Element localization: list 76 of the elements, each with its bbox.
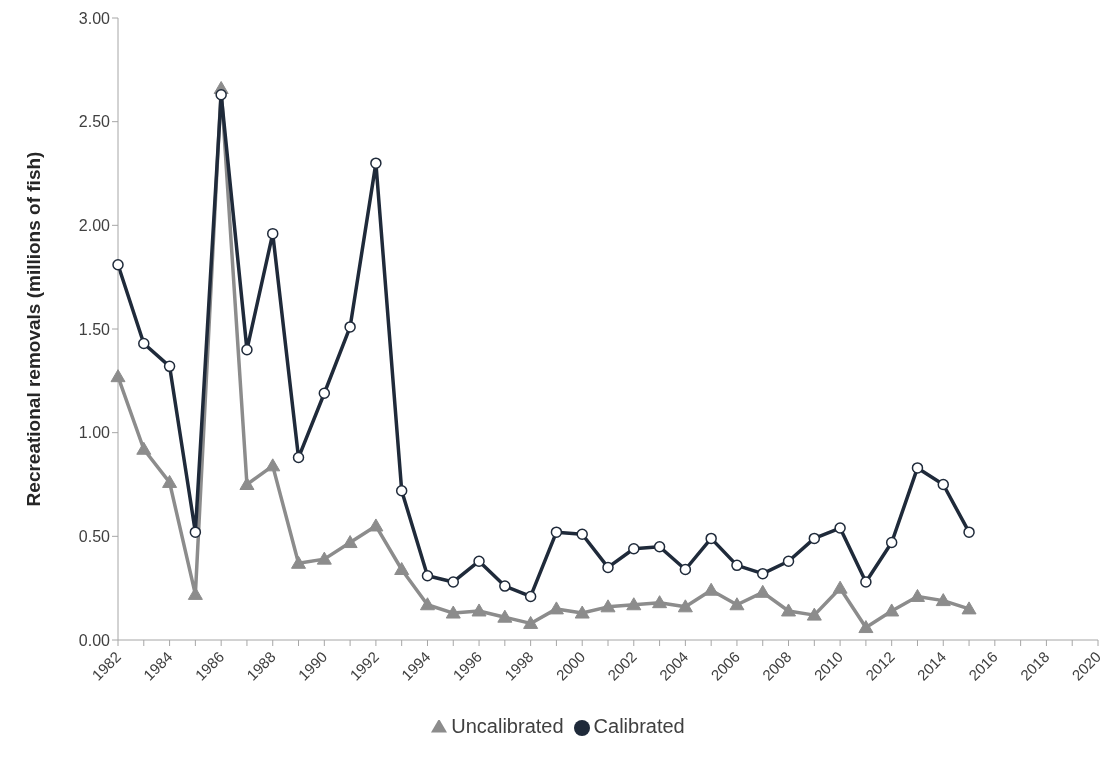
point bbox=[266, 227, 279, 240]
point bbox=[755, 584, 771, 598]
point bbox=[703, 582, 719, 596]
point bbox=[110, 369, 126, 383]
point bbox=[937, 478, 950, 491]
legend-label: Uncalibrated bbox=[451, 715, 564, 737]
point bbox=[705, 532, 717, 545]
point bbox=[860, 576, 872, 588]
point bbox=[163, 360, 176, 373]
point bbox=[112, 258, 124, 271]
y-tick-label: 1.50 bbox=[78, 320, 111, 338]
point bbox=[731, 559, 743, 572]
point bbox=[574, 605, 590, 619]
point bbox=[368, 518, 384, 532]
point bbox=[909, 588, 925, 602]
y-tick-label: 2.00 bbox=[78, 217, 111, 235]
point bbox=[291, 555, 307, 569]
point bbox=[292, 451, 305, 464]
point bbox=[963, 526, 975, 538]
point bbox=[265, 458, 281, 472]
point bbox=[239, 477, 255, 490]
point bbox=[548, 601, 564, 615]
y-tick-label: 2.50 bbox=[78, 113, 111, 131]
point bbox=[806, 607, 822, 621]
point bbox=[576, 528, 588, 541]
point bbox=[241, 343, 253, 356]
point bbox=[524, 590, 537, 603]
y-tick-label: 1.00 bbox=[78, 424, 111, 442]
point bbox=[395, 484, 408, 497]
point bbox=[961, 601, 977, 615]
y-tick-label: 3.00 bbox=[78, 9, 111, 27]
point bbox=[729, 597, 745, 611]
point bbox=[756, 567, 769, 580]
point bbox=[911, 462, 924, 474]
point bbox=[626, 597, 642, 611]
point bbox=[550, 526, 563, 538]
point bbox=[445, 605, 461, 619]
point bbox=[344, 321, 356, 333]
point bbox=[316, 551, 332, 565]
point bbox=[782, 555, 795, 567]
point bbox=[370, 157, 382, 169]
point bbox=[935, 593, 951, 607]
point bbox=[342, 535, 358, 549]
point bbox=[215, 88, 227, 101]
point bbox=[781, 603, 797, 617]
point bbox=[858, 620, 874, 634]
point bbox=[318, 387, 331, 400]
point bbox=[628, 543, 640, 555]
point bbox=[162, 474, 178, 488]
point bbox=[136, 441, 152, 455]
point bbox=[471, 603, 487, 617]
legend-label: Calibrated bbox=[593, 715, 685, 737]
y-axis-title: Recreational removals (millions of fish) bbox=[22, 151, 44, 507]
point bbox=[602, 561, 614, 574]
point bbox=[832, 580, 848, 594]
point bbox=[419, 597, 435, 611]
y-tick-label: 0.50 bbox=[78, 528, 111, 546]
point bbox=[653, 540, 666, 553]
point bbox=[473, 555, 485, 567]
point bbox=[600, 599, 616, 613]
y-tick-label: 0.00 bbox=[78, 631, 111, 649]
point bbox=[421, 569, 434, 582]
point bbox=[884, 603, 900, 617]
point bbox=[885, 536, 898, 549]
point bbox=[499, 580, 511, 592]
point bbox=[677, 599, 693, 613]
point bbox=[523, 615, 539, 629]
point bbox=[138, 337, 150, 350]
point bbox=[652, 595, 668, 609]
point bbox=[447, 576, 460, 588]
point bbox=[834, 522, 846, 534]
point bbox=[189, 526, 202, 538]
point bbox=[497, 609, 513, 623]
point bbox=[394, 562, 410, 576]
point bbox=[679, 563, 692, 576]
point bbox=[808, 532, 821, 545]
